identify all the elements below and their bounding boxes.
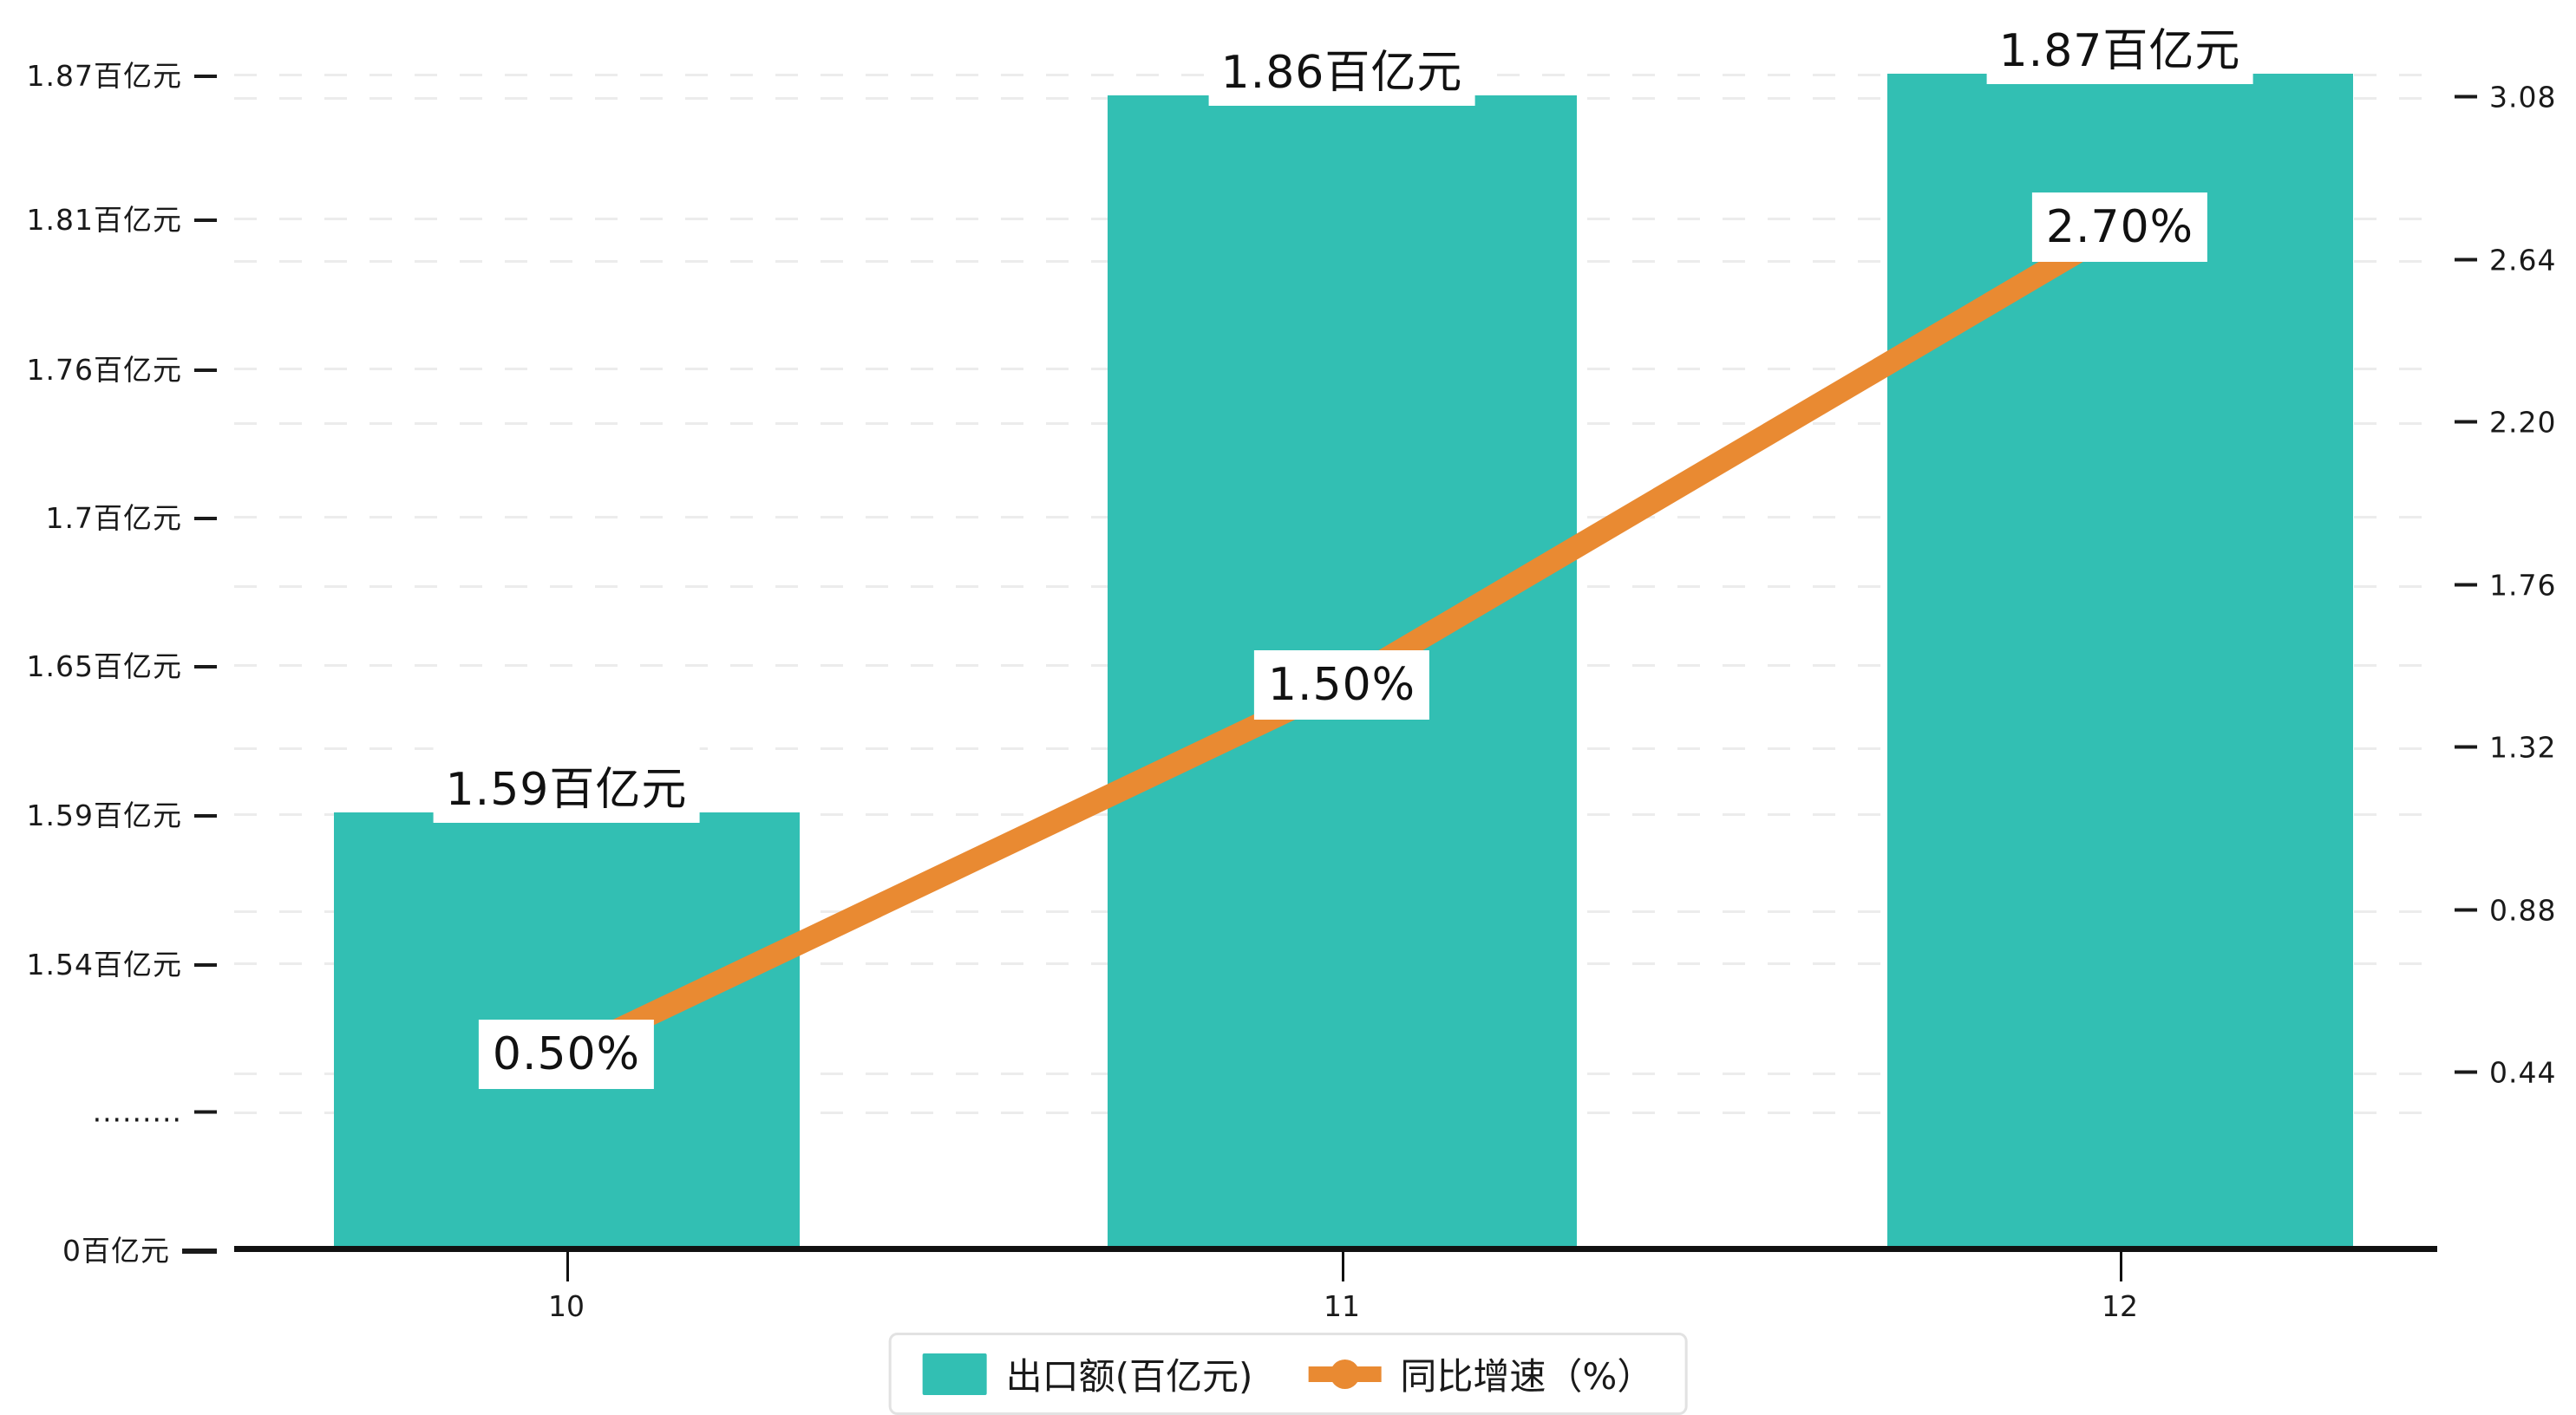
tick-mark-icon	[2455, 583, 2477, 587]
y-tick-left-label: 1.59百亿元	[26, 799, 182, 832]
y-tick-right-label: 1.32	[2489, 730, 2557, 765]
chart-legend[interactable]: 出口额(百亿元) 同比增速（%）	[888, 1333, 1688, 1415]
x-tick-mark-12	[2120, 1252, 2122, 1281]
legend-item-line[interactable]: 同比增速（%）	[1308, 1347, 1653, 1400]
y-tick-left-label: 1.7百亿元	[45, 501, 182, 535]
tick-mark-icon	[2455, 420, 2477, 424]
y-tick-left-1: 1.81百亿元	[27, 197, 217, 238]
y-tick-left-6: 1.54百亿元	[27, 942, 217, 983]
y-tick-right-5: 0.88	[2455, 894, 2556, 928]
y-tick-left-3: 1.7百亿元	[46, 495, 217, 537]
bar-swatch-icon	[922, 1353, 987, 1395]
y-tick-left-label: 0百亿元	[62, 1234, 170, 1268]
tick-mark-icon	[194, 74, 217, 78]
line-value-label-11: 1.50%	[1253, 650, 1430, 720]
y-tick-left-label: 1.65百亿元	[26, 649, 182, 683]
y-tick-right-label: 2.64	[2489, 243, 2557, 277]
line-swatch-icon	[1308, 1353, 1382, 1395]
y-tick-left-0: 1.87百亿元	[27, 53, 217, 95]
y-tick-right-label: 2.20	[2489, 405, 2557, 440]
y-tick-left-label: 1.81百亿元	[26, 203, 182, 237]
y-tick-left-4: 1.65百亿元	[27, 643, 217, 685]
tick-mark-icon	[2455, 95, 2477, 99]
x-tick-label-10: 10	[548, 1289, 585, 1323]
y-tick-right-label: 1.76	[2489, 568, 2557, 603]
legend-item-bar[interactable]: 出口额(百亿元)	[922, 1347, 1253, 1400]
tick-mark-icon	[194, 813, 217, 818]
x-tick-label-11: 11	[1324, 1289, 1360, 1323]
bar-value-label-10: 1.59百亿元	[433, 747, 700, 823]
y-tick-right-label: 0.44	[2489, 1055, 2557, 1090]
y-tick-left-5: 1.59百亿元	[27, 792, 217, 834]
tick-mark-icon	[2455, 1070, 2477, 1074]
y-tick-left-label: 1.54百亿元	[26, 948, 182, 981]
tick-mark-icon	[182, 1248, 217, 1254]
legend-label-line: 同比增速（%）	[1400, 1355, 1654, 1398]
y-tick-right-label: 3.08	[2489, 80, 2557, 114]
y-tick-right-6: 0.44	[2455, 1056, 2556, 1090]
tick-mark-icon	[2455, 258, 2477, 262]
x-axis-line	[234, 1246, 2437, 1252]
x-tick-mark-10	[566, 1252, 569, 1281]
y-tick-left-label: 1.87百亿元	[26, 59, 182, 93]
y-tick-right-1: 2.64	[2455, 244, 2556, 277]
y-tick-left-8: 0百亿元	[62, 1228, 217, 1269]
y-tick-right-3: 1.76	[2455, 569, 2556, 603]
y-tick-left-2: 1.76百亿元	[27, 347, 217, 388]
tick-mark-icon	[194, 962, 217, 967]
x-tick-label-12: 12	[2102, 1289, 2138, 1323]
y-tick-left-label: .........	[92, 1094, 182, 1129]
y-tick-left-label: 1.76百亿元	[26, 353, 182, 387]
tick-mark-icon	[194, 664, 217, 668]
y-tick-right-4: 1.32	[2455, 731, 2556, 765]
tick-mark-icon	[2455, 745, 2477, 749]
tick-mark-icon	[194, 1110, 217, 1113]
tick-mark-icon	[194, 218, 217, 222]
y-tick-left-7: .........	[93, 1095, 217, 1129]
tick-mark-icon	[2455, 908, 2477, 912]
tick-mark-icon	[194, 368, 217, 372]
y-tick-right-0: 3.08	[2455, 81, 2556, 114]
legend-label-bar: 出口额(百亿元)	[1005, 1355, 1253, 1398]
bar-value-label-11: 1.86百亿元	[1208, 30, 1475, 106]
line-value-label-10: 0.50%	[478, 1020, 655, 1089]
bar-value-label-12: 1.87百亿元	[1986, 9, 2253, 84]
tick-mark-icon	[194, 516, 217, 520]
y-tick-right-label: 0.88	[2489, 893, 2557, 928]
x-tick-mark-11	[1342, 1252, 1344, 1281]
line-value-label-12: 2.70%	[2031, 192, 2208, 262]
y-tick-right-2: 2.20	[2455, 406, 2556, 440]
